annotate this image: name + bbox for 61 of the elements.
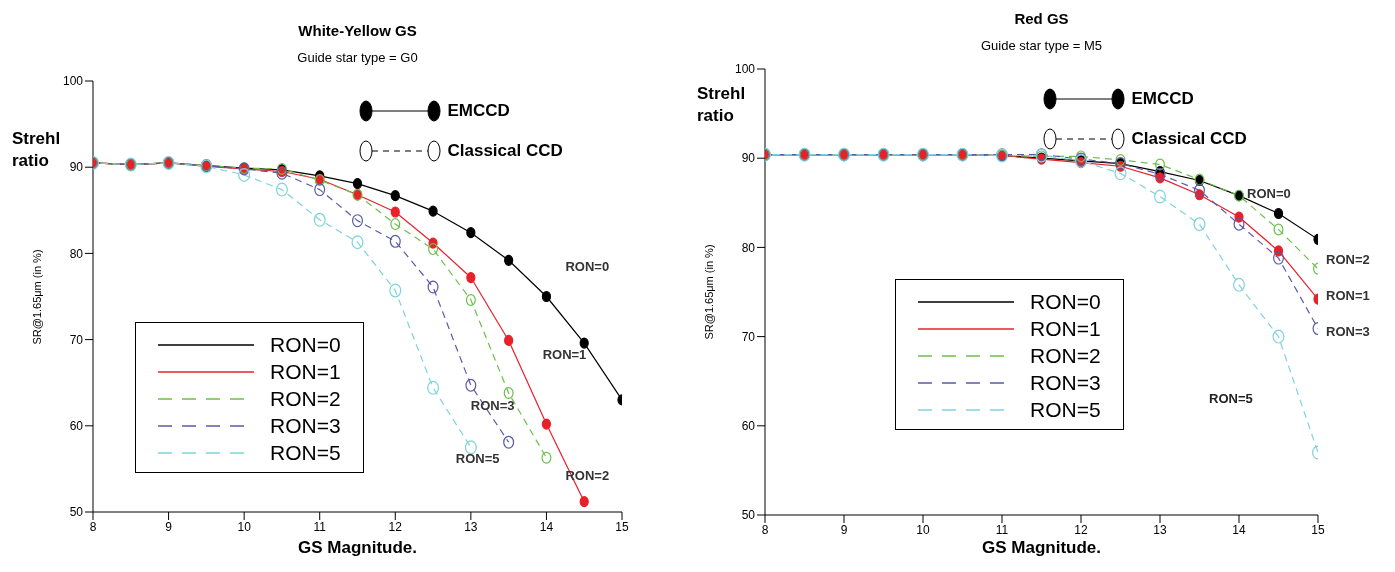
- x-tick-label: 10: [237, 519, 252, 534]
- annotation: RON=1: [542, 346, 587, 362]
- chart-subtitle: Guide star type = G0: [296, 50, 419, 65]
- x-tick-label: 15: [1311, 522, 1325, 537]
- y-tick-label: 100: [734, 62, 756, 77]
- x-tick-label: 11: [313, 519, 327, 534]
- legend-label: RON=3: [270, 413, 341, 438]
- text: Strehl ratio: [697, 83, 747, 127]
- annotation: RON=2: [1326, 252, 1370, 268]
- y-axis-title: SR@1.65μm (in %): [703, 244, 715, 340]
- y-axis-title: SR@1.65μm (in %): [31, 248, 43, 345]
- y-tick-label: 90: [69, 160, 84, 175]
- annotation: RON=5: [1209, 391, 1253, 406]
- legend-label: RON=1: [1030, 316, 1101, 341]
- x-tick-label: 10: [916, 522, 930, 537]
- x-tick-label: 8: [761, 522, 769, 537]
- x-tick-label: 13: [464, 519, 478, 534]
- annotation: RON=0: [565, 259, 610, 274]
- legend-label: RON=0: [270, 332, 341, 357]
- y-tick-label: 100: [62, 74, 84, 89]
- x-tick-label: 9: [165, 519, 173, 534]
- y-tick-label: 80: [741, 240, 756, 255]
- x-tick-label: 13: [1153, 522, 1167, 537]
- legend-label: RON=5: [1030, 397, 1101, 422]
- annotation: RON=3: [470, 397, 515, 413]
- annotation: EMCCD: [1131, 89, 1194, 109]
- y-tick-label: 70: [69, 332, 84, 347]
- chart-title: Red GS: [1013, 10, 1070, 27]
- legend-label: RON=3: [1030, 370, 1101, 395]
- x-tick-label: 12: [388, 519, 403, 534]
- legend-label: RON=2: [1030, 343, 1101, 368]
- legend-label: RON=1: [270, 359, 341, 384]
- annotation: Classical CCD: [447, 141, 563, 161]
- y-tick-label: 60: [69, 419, 84, 434]
- x-tick-label: 14: [1232, 522, 1246, 537]
- x-axis-title: GS Magnitude.: [981, 538, 1102, 558]
- y-tick-label: 80: [69, 246, 84, 261]
- y-tick-label: 50: [741, 508, 756, 523]
- annotation: Classical CCD: [1131, 129, 1247, 149]
- legend-label: RON=2: [270, 386, 341, 411]
- annotation: RON=3: [1326, 324, 1370, 340]
- x-axis-title: GS Magnitude.: [297, 538, 418, 558]
- x-tick-label: 8: [89, 519, 97, 534]
- chart-subtitle: Guide star type = M5: [980, 38, 1103, 53]
- y-tick-label: 50: [69, 505, 84, 520]
- y-tick-label: 90: [741, 151, 756, 166]
- y-tick-label: 70: [741, 329, 756, 344]
- x-tick-label: 9: [840, 522, 848, 537]
- y-tick-label: 60: [741, 419, 756, 434]
- annotation: RON=0: [1247, 186, 1291, 202]
- legend-label: RON=5: [270, 440, 341, 465]
- annotation: RON=5: [455, 450, 500, 466]
- x-tick-label: 14: [539, 519, 554, 534]
- x-tick-label: 15: [615, 519, 629, 534]
- text: Strehl ratio: [12, 129, 61, 170]
- annotation: RON=1: [1326, 287, 1370, 303]
- annotation: EMCCD: [447, 101, 510, 121]
- x-tick-label: 11: [995, 522, 1009, 537]
- x-tick-label: 12: [1074, 522, 1088, 537]
- legend-label: RON=0: [1030, 289, 1101, 314]
- chart-title: White-Yellow GS: [297, 22, 418, 39]
